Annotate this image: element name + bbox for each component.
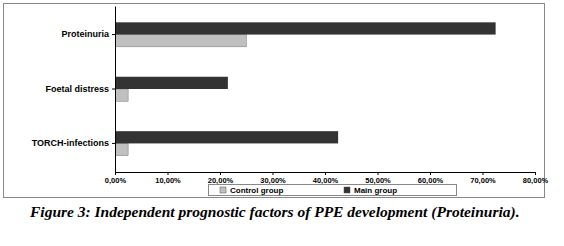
x-tick: 50,00% — [365, 172, 391, 185]
x-tick: 40,00% — [313, 172, 339, 185]
x-tick: 20,00% — [208, 172, 234, 185]
x-tick-label: 30,00% — [260, 176, 286, 185]
y-axis: Proteinuria Foetal distress TORCH-infectio… — [32, 7, 116, 173]
bar — [115, 35, 246, 47]
legend: Control group Main group — [209, 185, 457, 196]
y-tick-label: TORCH-infections — [32, 138, 109, 148]
y-tick-mark — [112, 89, 115, 90]
x-tick-label: 10,00% — [155, 176, 181, 185]
bar — [115, 89, 128, 101]
bars — [115, 22, 496, 155]
y-tick-label: Proteinuria — [61, 29, 110, 39]
chart-frame — [4, 4, 545, 198]
x-tick: 10,00% — [155, 172, 181, 185]
x-tick-mark — [483, 172, 484, 175]
y-tick-mark — [112, 34, 115, 35]
y-tick: Foetal distress — [45, 84, 115, 94]
x-axis: 0,00% 10,00% 20,00% 30,00% 40,00% 50,00% 60,00… — [105, 172, 549, 185]
y-tick: TORCH-infections — [32, 138, 115, 148]
x-tick: 70,00% — [470, 172, 496, 185]
y-tick-mark — [112, 143, 115, 144]
y-tick-label: Foetal distress — [45, 84, 109, 94]
x-tick: 60,00% — [418, 172, 444, 185]
bar — [115, 22, 496, 34]
legend-label: Control group — [230, 186, 283, 195]
x-tick-label: 80,00% — [523, 176, 549, 185]
legend-box — [209, 185, 457, 196]
x-tick-label: 20,00% — [208, 176, 234, 185]
x-tick: 80,00% — [523, 172, 549, 185]
x-tick-mark — [535, 172, 536, 175]
x-tick-label: 60,00% — [418, 176, 444, 185]
x-tick-label: 0,00% — [105, 176, 127, 185]
x-tick-mark — [325, 172, 326, 175]
legend-swatch — [220, 187, 226, 193]
x-tick-label: 50,00% — [365, 176, 391, 185]
x-tick-mark — [430, 172, 431, 175]
x-tick-label: 70,00% — [470, 176, 496, 185]
y-tick: Proteinuria — [61, 29, 115, 39]
caption: Figure 3: Independent prognostic factors… — [30, 202, 550, 221]
x-tick: 30,00% — [260, 172, 286, 185]
legend-swatch — [344, 187, 350, 193]
x-tick-mark — [220, 172, 221, 175]
bar — [115, 77, 228, 89]
x-tick-mark — [168, 172, 169, 175]
x-tick-mark — [378, 172, 379, 175]
bar — [115, 131, 338, 143]
x-tick-label: 40,00% — [313, 176, 339, 185]
y-axis-line — [115, 7, 116, 173]
bar — [115, 143, 128, 155]
x-tick-mark — [273, 172, 274, 175]
x-tick: 0,00% — [105, 172, 127, 185]
legend-label: Main group — [354, 186, 397, 195]
